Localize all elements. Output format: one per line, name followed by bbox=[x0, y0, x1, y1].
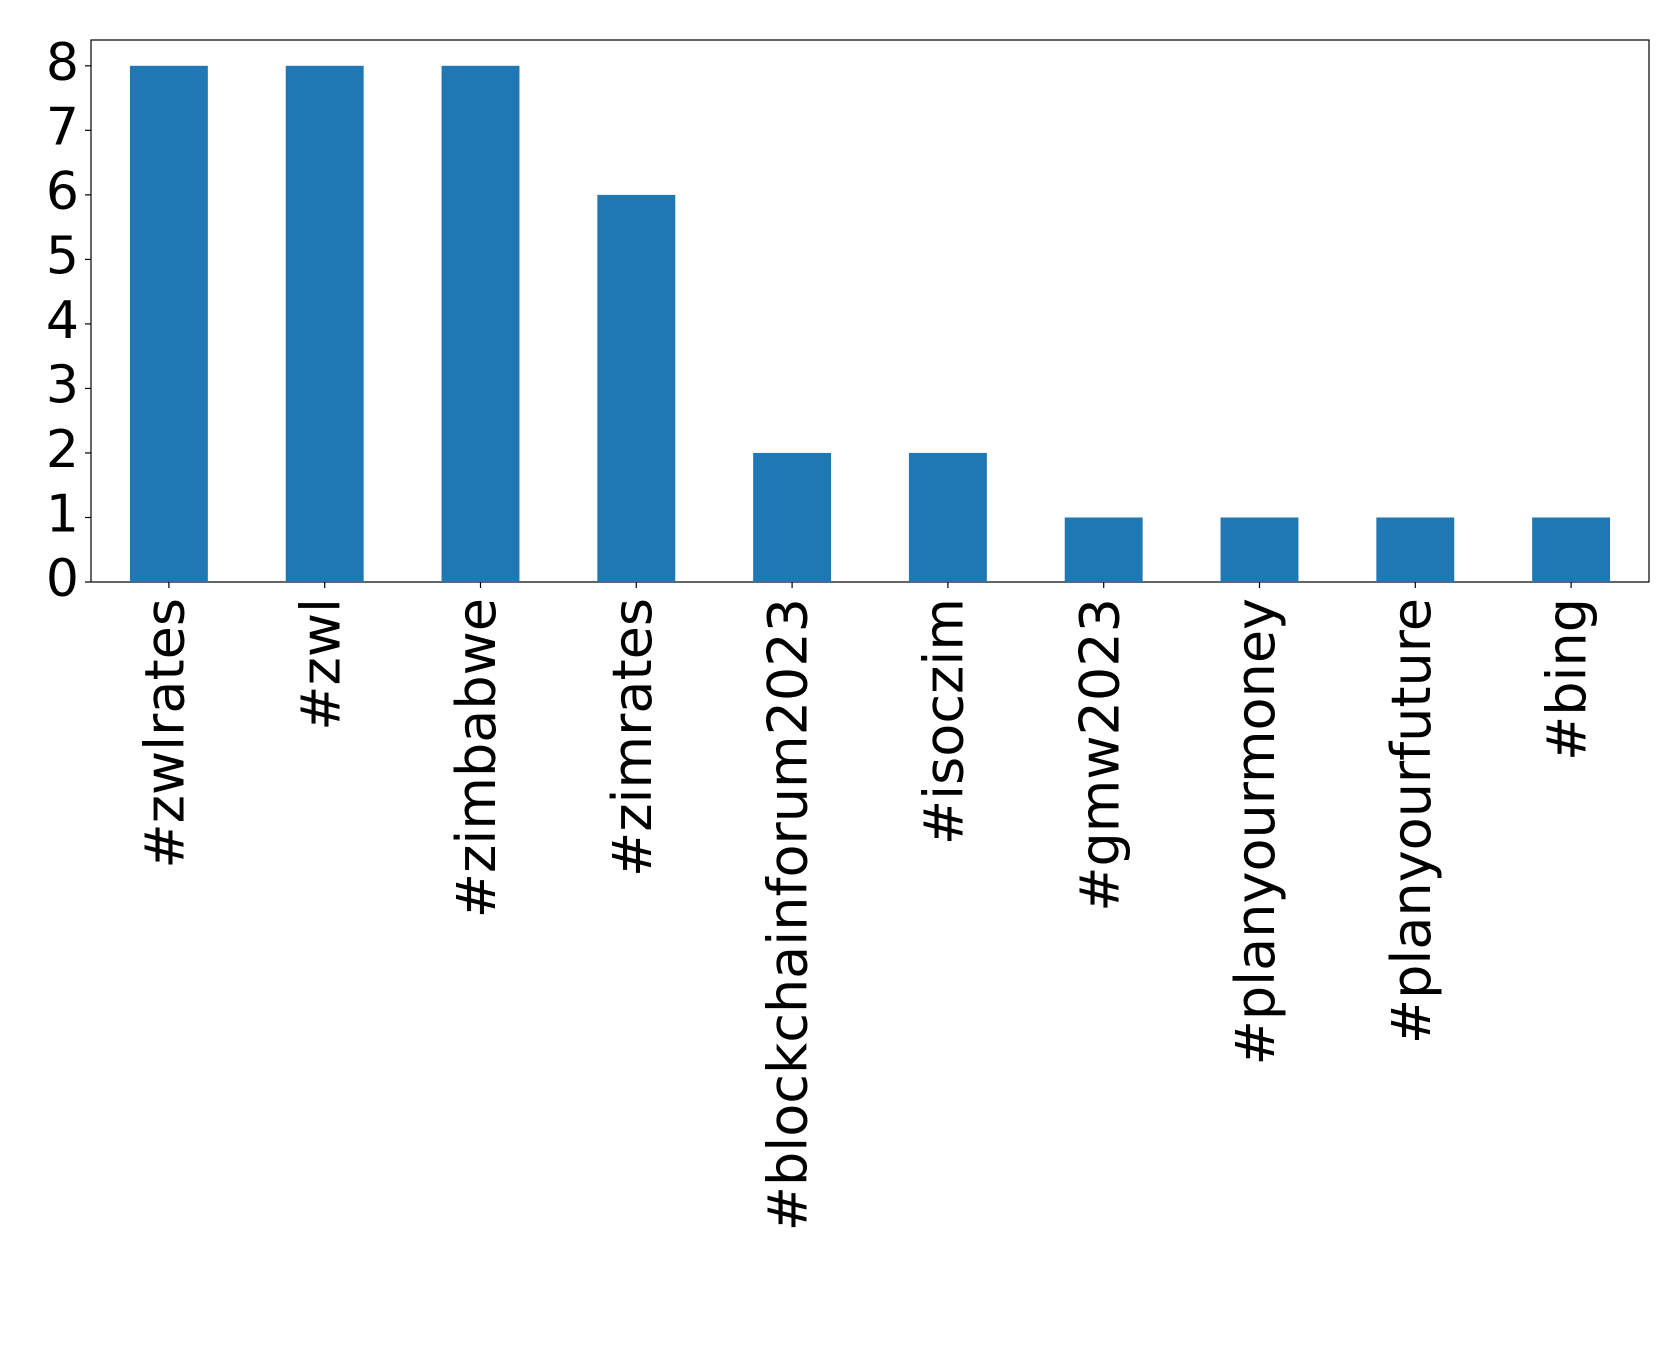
y-tick-label: 0 bbox=[46, 549, 79, 609]
x-tick-label: #planyourfuture bbox=[1380, 598, 1443, 1044]
bar bbox=[1532, 517, 1611, 582]
y-tick-label: 8 bbox=[46, 33, 79, 93]
y-tick-label: 3 bbox=[46, 355, 79, 415]
x-tick-label: #zimbabwe bbox=[445, 598, 508, 918]
bar bbox=[129, 65, 208, 583]
x-tick-label: #blockchainforum2023 bbox=[757, 598, 820, 1231]
bar bbox=[1064, 517, 1143, 582]
x-tick-label: #isoczim bbox=[913, 598, 976, 845]
bar bbox=[441, 65, 520, 583]
y-tick-label: 1 bbox=[46, 484, 79, 544]
bar bbox=[908, 452, 987, 582]
y-tick-label: 7 bbox=[46, 97, 79, 157]
plot-frame bbox=[90, 39, 1650, 583]
x-tick-label: #zwlrates bbox=[134, 598, 197, 869]
x-tick-label: #zwl bbox=[289, 598, 352, 731]
bar bbox=[1220, 517, 1299, 582]
x-tick-label: #gmw2023 bbox=[1068, 598, 1131, 912]
x-tick-label: #bing bbox=[1536, 598, 1599, 761]
bar bbox=[285, 65, 364, 583]
x-tick-label: #zimrates bbox=[601, 598, 664, 877]
bar bbox=[753, 452, 832, 582]
y-tick-label: 2 bbox=[46, 420, 79, 480]
y-tick-label: 6 bbox=[46, 162, 79, 222]
y-tick-label: 5 bbox=[46, 226, 79, 286]
bar bbox=[1376, 517, 1455, 582]
bar bbox=[597, 194, 676, 582]
x-tick-label: #planyourmoney bbox=[1224, 598, 1287, 1065]
y-tick-label: 4 bbox=[46, 291, 79, 351]
